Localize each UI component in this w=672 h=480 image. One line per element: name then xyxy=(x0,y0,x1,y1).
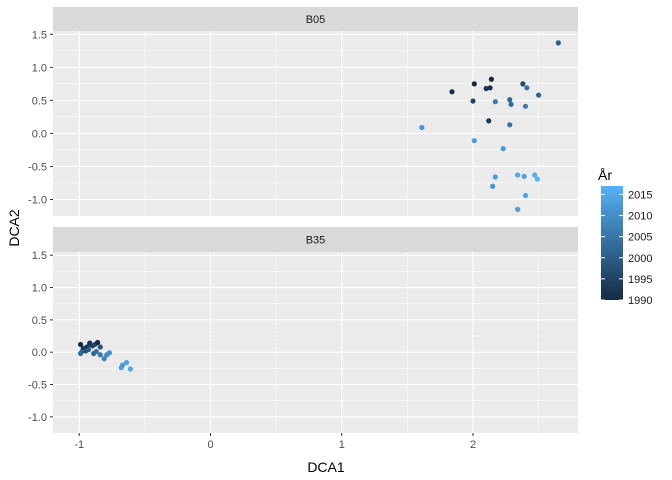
data-point xyxy=(522,103,529,109)
y-axes: -1.0 -0.5 0.0 0.5 1.0 1.5 -1.0 -0.5 0.0 0.5 1.0 1.5 xyxy=(28,29,53,424)
data-point xyxy=(419,124,425,131)
legend-label: 2000 xyxy=(628,253,652,265)
data-point xyxy=(488,76,494,82)
y-tick-label: 0.5 xyxy=(32,315,47,327)
data-point xyxy=(77,350,84,357)
legend-title: År xyxy=(598,167,612,183)
data-point xyxy=(515,172,521,178)
facet-panel-b35: B35 xyxy=(53,227,578,433)
data-point xyxy=(522,192,529,199)
legend-label: 2010 xyxy=(628,211,652,223)
panel-background xyxy=(53,31,578,216)
x-tick-label: 0 xyxy=(207,439,213,451)
data-point xyxy=(492,99,498,105)
data-point xyxy=(532,172,538,178)
legend-colorbar xyxy=(601,186,623,300)
y-tick-label: 1.0 xyxy=(32,283,47,295)
data-point xyxy=(97,344,103,350)
legend-label: 2005 xyxy=(628,232,652,244)
color-legend: År 2015 2010 2005 2000 1995 1990 xyxy=(598,167,652,307)
data-point xyxy=(106,350,113,356)
x-tick-label: 1 xyxy=(339,439,345,451)
y-tick-label: -1.0 xyxy=(28,194,47,206)
data-point xyxy=(85,347,92,353)
y-tick-label: 1.5 xyxy=(32,29,47,41)
data-point xyxy=(508,101,514,107)
data-point xyxy=(507,122,513,128)
data-point xyxy=(492,174,498,180)
facet-strip xyxy=(53,227,578,252)
y-tick-label: 0.0 xyxy=(32,347,47,359)
x-tick-label: -1 xyxy=(74,439,84,451)
facet-strip xyxy=(53,7,578,31)
y-tick-label: -0.5 xyxy=(28,380,47,392)
facet-panel-b05: B05 xyxy=(53,7,578,216)
data-point xyxy=(123,359,130,366)
data-point xyxy=(500,146,506,152)
y-tick-label: 1.0 xyxy=(32,62,47,74)
legend-label: 1990 xyxy=(628,295,652,307)
data-point xyxy=(534,176,540,182)
data-point xyxy=(119,362,126,368)
data-point xyxy=(524,85,530,91)
y-tick-label: 0.5 xyxy=(32,95,47,107)
data-point xyxy=(95,339,101,346)
y-axis-title: DCA2 xyxy=(6,209,22,247)
data-point xyxy=(521,173,527,179)
data-point xyxy=(487,85,493,91)
data-point xyxy=(471,81,477,87)
data-point xyxy=(101,356,107,362)
x-axis: -1 0 1 2 xyxy=(74,433,476,451)
panel-background xyxy=(53,252,578,433)
legend-label: 2015 xyxy=(628,189,652,201)
y-tick-label: 1.5 xyxy=(32,250,47,262)
data-point xyxy=(483,85,489,92)
data-point xyxy=(555,40,561,46)
y-tick-label: 0.0 xyxy=(32,128,47,140)
y-tick-label: -1.0 xyxy=(28,412,47,424)
y-tick-label: -0.5 xyxy=(28,161,47,173)
facet-strip-label: B05 xyxy=(306,14,326,26)
data-point xyxy=(536,92,542,98)
x-tick-label: 2 xyxy=(470,439,476,451)
data-point xyxy=(77,341,84,348)
data-point xyxy=(515,206,521,212)
data-point xyxy=(520,81,526,87)
data-point xyxy=(93,348,99,355)
data-point xyxy=(127,366,134,372)
data-point xyxy=(470,98,476,104)
data-point xyxy=(97,352,103,358)
legend-label: 1995 xyxy=(628,274,652,286)
data-point xyxy=(449,89,455,95)
data-point xyxy=(486,118,492,124)
data-point xyxy=(507,97,513,103)
data-point xyxy=(490,183,496,189)
x-axis-title: DCA1 xyxy=(307,459,345,475)
facet-panels: B05 B35 xyxy=(53,7,578,433)
facet-strip-label: B35 xyxy=(306,235,326,247)
data-point xyxy=(471,138,477,144)
